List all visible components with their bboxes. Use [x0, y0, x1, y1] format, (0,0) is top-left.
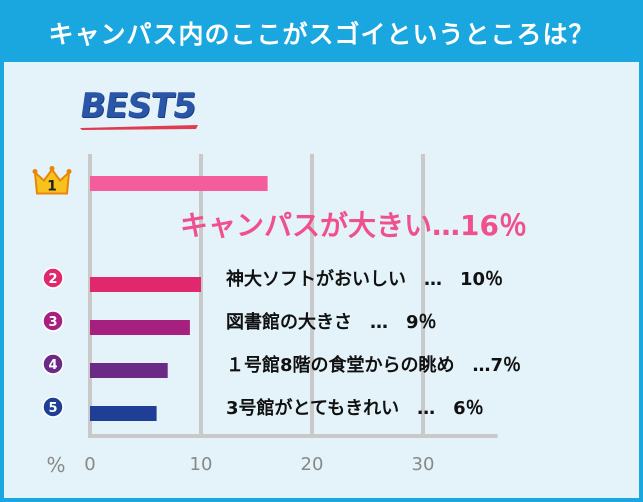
page-title: キャンパス内のここがスゴイというところは？: [4, 4, 639, 62]
bar: [90, 176, 268, 191]
rank-badge: [42, 396, 64, 418]
crown-tip-icon: [66, 169, 72, 174]
x-tick-label: 20: [301, 454, 324, 475]
x-unit-label: %: [46, 453, 65, 477]
bar-label: １号館8階の食堂からの眺め …7％: [226, 354, 521, 376]
x-tick-label: 10: [190, 454, 213, 475]
bar: [90, 277, 201, 292]
rank-number: 2: [48, 272, 57, 287]
crown-tip-icon: [49, 166, 55, 171]
x-tick-label: 30: [412, 454, 435, 475]
crown-icon: [33, 167, 71, 195]
bar-label: 3号館がとてもきれい … 6％: [226, 397, 484, 419]
bar-label: 図書館の大きさ … 9％: [226, 311, 437, 333]
bar-label: キャンパスが大きい…16％: [180, 209, 527, 242]
rank-badge: [42, 310, 64, 332]
best5-underline-icon: [80, 125, 198, 130]
rank-number: 3: [48, 315, 57, 330]
x-tick-label: 0: [84, 454, 95, 475]
crown-tip-icon: [32, 169, 38, 174]
bar: [90, 406, 157, 421]
rank-number: 4: [48, 358, 57, 373]
best5-badge: BEST5: [77, 86, 198, 130]
rank-badge: [42, 353, 64, 375]
rank-number: 5: [48, 401, 57, 416]
rank-number: 1: [47, 179, 57, 195]
bar-label: 神大ソフトがおいしい … 10％: [226, 268, 503, 290]
bar: [90, 363, 168, 378]
bar-chart: 0 10 20 30% キャンパスが大きい…16％ 1 神大ソフトがおいしい … 10％ 2 図…: [32, 154, 527, 477]
bar: [90, 320, 190, 335]
rank-badge: [42, 267, 64, 289]
